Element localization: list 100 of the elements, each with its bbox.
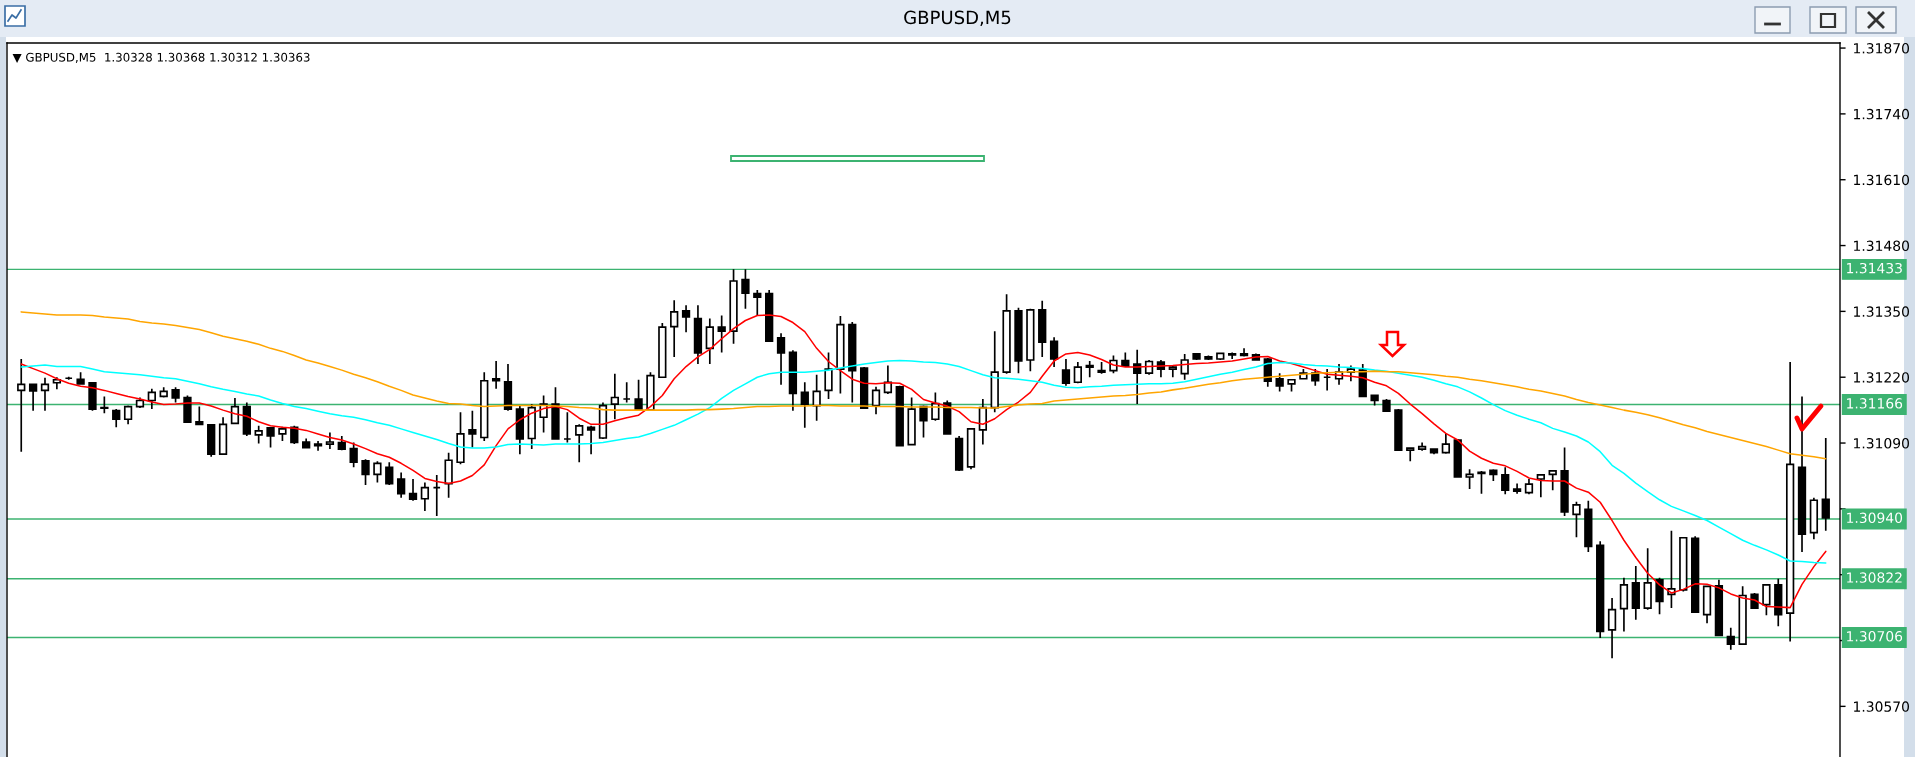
candlestick <box>1002 293 1011 375</box>
line-series <box>20 359 1827 564</box>
candlestick <box>551 386 560 440</box>
line-series <box>20 314 1827 609</box>
chart-title: GBPUSD,M5 <box>904 10 1011 27</box>
candlestick <box>337 435 346 451</box>
candlestick <box>681 304 691 333</box>
candlestick <box>1536 474 1545 499</box>
candlestick <box>907 396 916 447</box>
candlestick <box>254 424 263 445</box>
candlestick <box>1619 576 1629 633</box>
candlestick <box>278 426 287 442</box>
candlestick <box>990 330 999 413</box>
candlestick <box>1809 496 1819 541</box>
candlestick <box>515 404 525 456</box>
candlestick <box>693 304 703 365</box>
candlestick <box>1785 361 1795 643</box>
candlestick <box>456 411 465 466</box>
candlestick <box>1774 577 1783 628</box>
candlestick <box>1607 597 1617 660</box>
candlestick <box>1726 627 1735 651</box>
candlestick <box>871 385 881 416</box>
text: ▼ GBPUSD,M5 1.30328 1.30368 1.30312 1.30363 <box>12 52 310 63</box>
candlestick <box>1429 447 1439 456</box>
candlestick <box>586 424 596 456</box>
candlestick <box>1702 585 1712 625</box>
candlestick <box>954 435 964 472</box>
candlestick <box>1512 482 1522 495</box>
candlestick <box>432 474 441 517</box>
candlestick <box>859 366 869 409</box>
candlestick <box>966 428 976 471</box>
candlestick <box>28 383 38 412</box>
candlestick <box>1501 466 1510 496</box>
ref-line-label: 1.31166 <box>1847 398 1903 409</box>
candlestick <box>503 363 513 412</box>
candlestick <box>1691 535 1700 614</box>
candlestick <box>1560 446 1569 517</box>
candlestick <box>1631 565 1640 621</box>
candlestick <box>527 403 536 450</box>
candlestick <box>1797 395 1807 553</box>
candlestick <box>1180 353 1189 381</box>
candlestick <box>242 401 251 437</box>
candlestick <box>1085 360 1094 379</box>
candlestick <box>1275 372 1284 393</box>
candlestick <box>135 396 145 409</box>
candlestick <box>1489 468 1498 482</box>
candlestick <box>1382 398 1391 412</box>
candlestick <box>373 460 382 484</box>
candlestick <box>1168 364 1177 379</box>
candlestick <box>1049 336 1059 368</box>
candlestick <box>1192 352 1201 361</box>
candlestick <box>1038 299 1047 358</box>
candlestick <box>88 381 97 412</box>
candlestick <box>1453 438 1462 478</box>
candlestick <box>717 314 726 354</box>
candlestick <box>1596 540 1605 639</box>
candlestick <box>1287 378 1296 393</box>
candlestick <box>1014 307 1023 374</box>
candlestick <box>575 423 584 464</box>
candlestick <box>230 397 240 426</box>
y-tick-label: 1.31220 <box>1854 372 1910 383</box>
candlestick <box>420 481 430 512</box>
candlestick <box>978 398 988 446</box>
candlestick <box>17 358 26 453</box>
candlestick <box>385 461 394 486</box>
candlestick <box>52 376 62 391</box>
y-tick-label: 1.31480 <box>1854 240 1910 252</box>
candlestick <box>634 378 643 412</box>
candlestick <box>800 381 809 429</box>
candlestick <box>1311 368 1320 387</box>
candlestick <box>1097 361 1106 375</box>
candlestick <box>159 386 168 399</box>
y-tick-label: 1.31740 <box>1854 108 1910 120</box>
candlestick <box>1133 349 1142 405</box>
ref-line-label: 1.30706 <box>1847 631 1903 642</box>
candlestick <box>1406 447 1415 463</box>
candlestick <box>741 268 750 310</box>
candlestick <box>468 409 477 449</box>
candlestick <box>776 332 786 386</box>
y-tick-label: 1.31090 <box>1854 438 1910 449</box>
candlestick <box>1679 536 1688 593</box>
candlestick <box>313 440 323 452</box>
candlestick <box>848 321 857 404</box>
candlestick <box>753 289 762 317</box>
candlestick <box>171 386 180 404</box>
candlestick <box>1026 308 1035 372</box>
candlestick <box>658 322 667 379</box>
candlestick <box>361 458 370 486</box>
candlestick <box>824 351 833 400</box>
ref-line-label: 1.31433 <box>1847 262 1902 274</box>
candlestick <box>100 395 109 415</box>
candlestick <box>563 411 572 444</box>
candlestick <box>1061 358 1071 387</box>
candlestick <box>1524 478 1534 496</box>
candlestick <box>218 416 228 456</box>
candlestick <box>40 376 50 412</box>
candlestick <box>147 388 156 410</box>
candlestick <box>646 371 655 412</box>
candlestick <box>1370 394 1379 407</box>
candlestick <box>705 317 714 365</box>
